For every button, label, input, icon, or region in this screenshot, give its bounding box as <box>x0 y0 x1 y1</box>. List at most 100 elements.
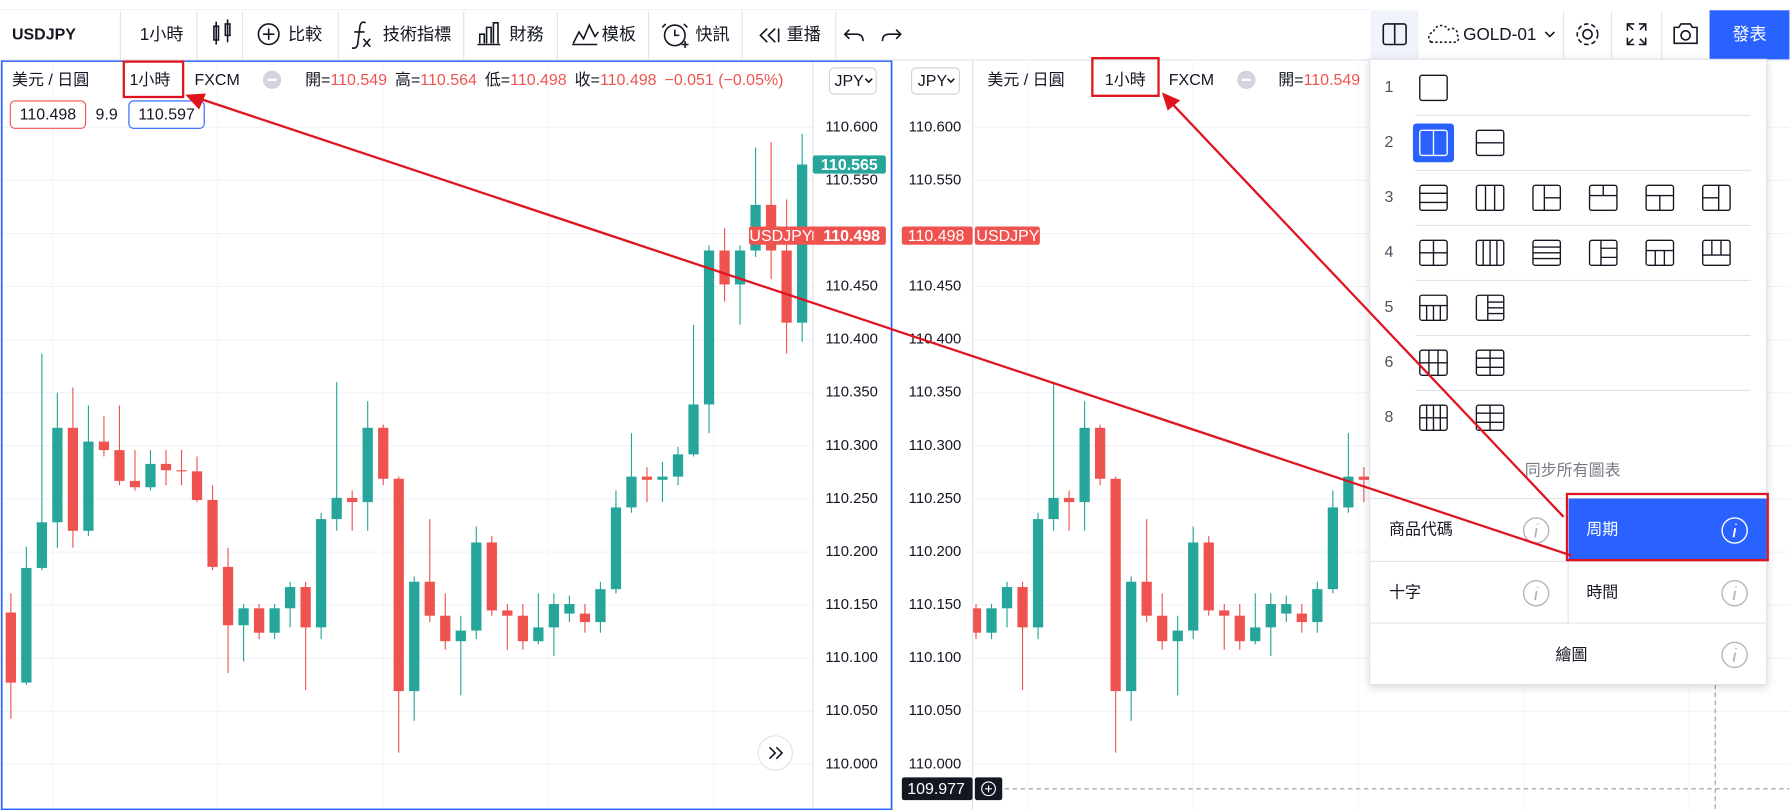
snapshot-icon[interactable] <box>1673 23 1698 45</box>
settings-icon[interactable] <box>1582 28 1593 40</box>
layout-icon-lines <box>1419 350 1448 376</box>
interval[interactable]: 1小時 <box>140 25 184 44</box>
candle-body <box>972 608 982 633</box>
layout-option[interactable] <box>1475 404 1505 432</box>
layout-option[interactable] <box>1412 123 1455 163</box>
ohlc: 開=110.549 <box>1278 72 1360 89</box>
price-labels: 110.565 USDJPY 110.498 110.498 USDJPY 109.977 <box>748 155 1790 810</box>
layout-option[interactable] <box>1419 239 1448 267</box>
option[interactable]: 時間 <box>1586 583 1618 601</box>
info-glyph <box>1732 648 1737 662</box>
row-number: 4 <box>1385 244 1394 261</box>
info-icon[interactable] <box>1522 580 1550 607</box>
candle-body <box>207 499 218 567</box>
spread: 9.9 <box>96 106 118 123</box>
layout-option[interactable] <box>1475 129 1505 157</box>
info-icon[interactable] <box>1721 641 1748 669</box>
symbol[interactable]: USDJPY <box>12 27 76 44</box>
candle-body <box>160 463 172 471</box>
layout-option[interactable] <box>1475 239 1505 267</box>
ohlc-label: 開= <box>305 72 330 89</box>
layout-option[interactable] <box>1475 184 1505 212</box>
layout-option[interactable] <box>1475 349 1505 377</box>
add-button <box>981 781 996 797</box>
symbol: USDJPY <box>749 228 812 245</box>
layout-option[interactable] <box>1645 184 1675 212</box>
undo[interactable] <box>843 29 864 42</box>
bid-box[interactable] <box>9 100 87 129</box>
layout-icon-lines <box>1419 192 1448 204</box>
add-icon <box>985 785 992 793</box>
layout-option[interactable] <box>1702 239 1731 267</box>
y-tick-label: 110.600 <box>825 119 878 135</box>
y-tick-label: 110.200 <box>825 544 878 560</box>
layout-option[interactable] <box>1702 184 1731 212</box>
layout-option[interactable] <box>1419 74 1448 102</box>
candle-body <box>533 627 544 642</box>
candle-body <box>1234 615 1245 642</box>
layout-icon-lines <box>1482 240 1498 266</box>
layout-option[interactable] <box>1645 239 1675 267</box>
candle-body <box>1017 587 1028 628</box>
layout-icon <box>1645 239 1675 267</box>
y-tick-label: 110.350 <box>825 385 878 401</box>
interval[interactable]: 1小時 <box>129 71 170 89</box>
publish-button[interactable] <box>1709 10 1790 60</box>
alerts[interactable]: 快訊 <box>695 25 729 44</box>
compare[interactable]: 比較 <box>288 25 322 44</box>
candle-body <box>548 604 560 628</box>
ask-box[interactable] <box>128 100 205 129</box>
snapshot-lens <box>1680 30 1691 41</box>
layout-icon-lines <box>1543 185 1561 211</box>
layout-option[interactable] <box>1475 294 1505 322</box>
arrowhead <box>1161 92 1181 111</box>
option[interactable]: 周期 <box>1586 521 1618 539</box>
toolbar-separators <box>119 11 1663 60</box>
currency-button[interactable] <box>828 67 877 95</box>
candle-body <box>719 250 730 285</box>
financials[interactable]: 財務 <box>509 25 543 44</box>
layout-option[interactable] <box>1588 239 1618 267</box>
crosshair-box <box>901 777 973 801</box>
candle-body <box>1188 542 1199 631</box>
candle-body <box>1219 610 1230 616</box>
indicators[interactable]: 技術指標 <box>383 25 451 44</box>
row-number: 6 <box>1385 354 1394 371</box>
y-tick-label: 110.450 <box>909 279 962 295</box>
y-tick-label: 110.400 <box>909 332 962 348</box>
layout-option[interactable] <box>1588 184 1618 212</box>
row-number: 8 <box>1385 409 1394 426</box>
fullscreen-icon[interactable] <box>1626 23 1647 46</box>
y-tick-label: 110.150 <box>825 597 878 613</box>
layout-icon-lines <box>1532 246 1561 260</box>
replay[interactable]: 重播 <box>787 25 821 44</box>
candle-body <box>986 608 997 633</box>
open: 110.549 <box>1304 72 1361 89</box>
y-tick-label: 110.400 <box>825 332 878 348</box>
layout-chevron <box>1544 31 1555 38</box>
y-tick-label: 110.600 <box>909 119 962 135</box>
info-icon[interactable] <box>1721 580 1748 607</box>
option[interactable]: 商品代碼 <box>1389 521 1453 539</box>
templates[interactable]: 模板 <box>602 25 636 44</box>
currency-button[interactable] <box>910 67 961 95</box>
ohlc-value: 110.549 <box>330 72 387 89</box>
redo <box>881 29 902 42</box>
layout-option[interactable] <box>1419 184 1448 212</box>
layout-name[interactable]: GOLD-01 <box>1463 25 1536 44</box>
layout-icon-lines <box>1646 249 1674 266</box>
candle-body <box>21 567 32 683</box>
candle-body <box>1203 542 1214 611</box>
interval[interactable]: 1小時 <box>1105 71 1146 89</box>
option[interactable]: 十字 <box>1389 583 1421 601</box>
info-icon[interactable] <box>1721 517 1748 544</box>
layout-option[interactable] <box>1419 294 1448 322</box>
layout-option[interactable] <box>1419 349 1448 377</box>
layout-icon-lines <box>1646 194 1674 211</box>
layout-option[interactable] <box>1532 184 1562 212</box>
exchange: FXCM <box>1169 72 1214 89</box>
option[interactable]: 繪圖 <box>1556 645 1588 664</box>
layout-option[interactable] <box>1419 404 1448 432</box>
sync-label[interactable]: 同步所有圖表 <box>1525 461 1621 479</box>
layout-option[interactable] <box>1532 239 1562 267</box>
